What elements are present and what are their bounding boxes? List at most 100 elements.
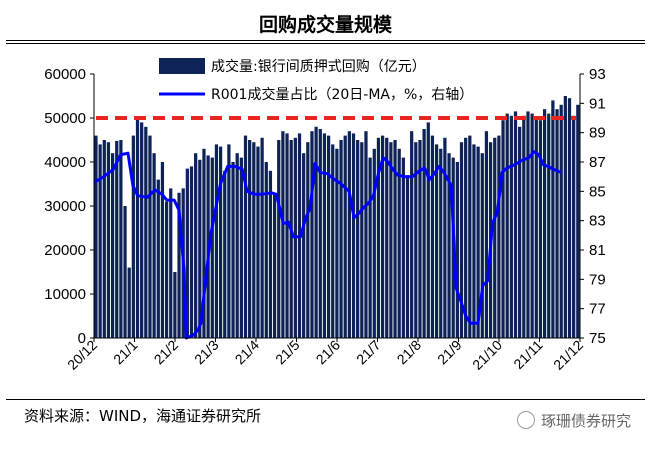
bar: [360, 142, 364, 338]
right-tick-label: 93: [589, 66, 606, 83]
bar: [351, 133, 356, 338]
bar: [455, 162, 459, 338]
left-tick-label: 0: [78, 330, 86, 347]
right-tick-label: 83: [589, 213, 606, 230]
bar: [227, 144, 231, 338]
bar: [422, 129, 426, 338]
bar: [260, 137, 264, 338]
bar: [513, 111, 518, 339]
bar: [231, 162, 235, 338]
x-tick-label: 20/12: [64, 337, 100, 373]
x-tick-label: 21/5: [272, 337, 303, 368]
bar: [472, 144, 476, 338]
bar: [202, 148, 206, 338]
bar: [551, 100, 555, 339]
bar: [376, 137, 381, 338]
wechat-logo-icon: [516, 411, 535, 429]
right-tick-label: 85: [589, 183, 606, 200]
bar: [401, 157, 405, 338]
bar: [555, 109, 559, 338]
bar: [115, 140, 119, 338]
source-note: 资料来源：WIND，海通证券研究所: [24, 407, 262, 425]
bar: [119, 140, 123, 338]
bar: [302, 153, 306, 338]
bar: [493, 137, 497, 338]
bar: [443, 137, 447, 338]
bar: [314, 126, 318, 338]
right-tick-label: 79: [589, 271, 606, 288]
bar: [468, 135, 472, 338]
bar: [173, 272, 177, 338]
bar: [285, 133, 289, 338]
bar: [135, 118, 140, 338]
bar: [509, 115, 513, 338]
bar: [177, 192, 181, 338]
right-tick-label: 81: [589, 242, 606, 259]
bar: [268, 170, 273, 338]
bar: [447, 153, 451, 338]
bar: [518, 126, 522, 338]
right-tick-label: 87: [589, 154, 606, 171]
left-tick-label: 20000: [44, 242, 86, 259]
bar: [414, 142, 418, 338]
right-axis-ticks: 75 77 79 81 83 85 87 89 91 93: [580, 66, 606, 347]
bar: [248, 140, 252, 338]
bar: [410, 131, 414, 338]
x-axis-ticks: 20/12 21/1 21/2 21/3 21/4 21/5 21/6 21/7 21/8 21/…: [64, 337, 586, 373]
x-tick-label: 21/7: [353, 337, 384, 368]
bar: [106, 142, 111, 338]
bar: [160, 162, 165, 338]
bar: [156, 179, 160, 338]
bar: [501, 120, 505, 338]
bar: [526, 111, 530, 339]
bar: [185, 168, 189, 338]
x-tick-label: 21/6: [313, 337, 344, 368]
bar: [123, 206, 127, 338]
x-tick-label: 21/8: [394, 337, 425, 368]
bar: [277, 140, 281, 338]
bar: [223, 170, 227, 338]
bar: [576, 104, 580, 338]
bar: [522, 115, 526, 338]
bar: [331, 144, 335, 338]
bar: [194, 153, 198, 338]
bar: [289, 140, 293, 338]
right-tick-label: 89: [589, 125, 606, 142]
bar: [164, 201, 169, 338]
bar: [389, 142, 393, 338]
bar: [272, 192, 277, 338]
bar: [198, 159, 202, 338]
bar: [347, 131, 351, 338]
r001-share-line: [93, 150, 562, 340]
x-tick-label: 21/2: [151, 337, 182, 368]
bar: [559, 104, 563, 338]
bar: [356, 140, 360, 338]
bar: [94, 135, 98, 338]
bar: [152, 153, 156, 338]
bar: [484, 131, 489, 338]
left-tick-label: 10000: [44, 286, 86, 303]
bar: [310, 131, 314, 338]
bar: [339, 140, 343, 338]
footer-rule: [6, 399, 645, 400]
title-bottom-rule: [6, 43, 645, 44]
bar: [281, 131, 285, 338]
bar: [148, 135, 152, 338]
left-tick-label: 60000: [44, 66, 86, 83]
left-tick-label: 40000: [44, 154, 86, 171]
bar: [372, 148, 376, 338]
bar: [459, 142, 464, 338]
bar: [385, 137, 389, 338]
bar: [567, 98, 572, 338]
bar: [144, 126, 148, 338]
bar: [572, 115, 576, 338]
bar: [306, 142, 310, 338]
x-tick-label: 21/9: [434, 337, 465, 368]
bar: [434, 144, 439, 338]
bar: [476, 146, 480, 338]
bar: [322, 133, 327, 338]
bar: [534, 118, 538, 338]
left-tick-label: 50000: [44, 110, 86, 127]
x-tick-label: 21/4: [232, 337, 263, 368]
